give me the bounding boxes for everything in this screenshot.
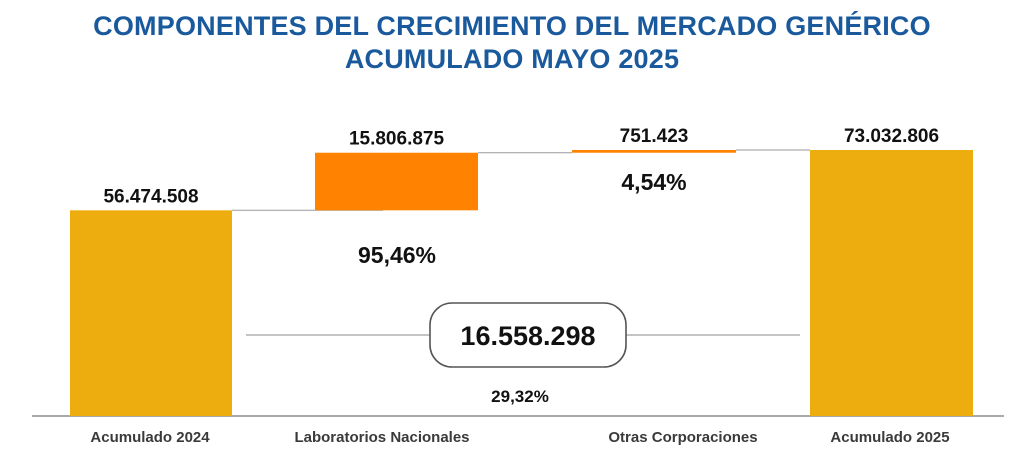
chart-title: COMPONENTES DEL CRECIMIENTO DEL MERCADO … [93,11,931,41]
bar-otras-corporaciones [572,150,736,153]
bar-acumulado-2024 [70,210,232,416]
growth-pct-label: 29,32% [491,387,549,406]
value-label: 751.423 [620,126,689,147]
category-label: Otras Corporaciones [608,429,757,446]
bar-laboratorios-nacionales [315,152,478,211]
value-label: 56.474.508 [103,186,198,207]
category-label: Laboratorios Nacionales [294,429,469,446]
growth-total-label: 16.558.298 [460,321,595,351]
contribution-label: 95,46% [358,242,436,268]
category-label: Acumulado 2025 [830,429,949,446]
category-label: Acumulado 2024 [90,429,210,446]
value-label: 73.032.806 [844,126,939,147]
growth-total-box [429,302,627,368]
value-label: 15.806.875 [349,129,445,150]
contribution-label: 4,54% [621,169,686,195]
bar-acumulado-2025 [810,150,973,416]
chart-subtitle: ACUMULADO MAYO 2025 [344,44,680,74]
